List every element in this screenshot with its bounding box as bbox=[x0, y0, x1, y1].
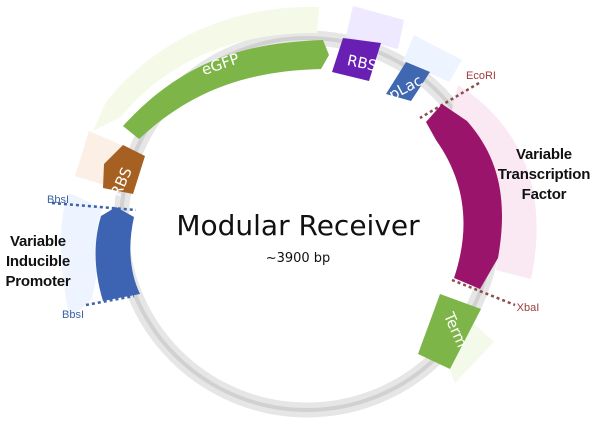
plasmid-size: ~3900 bp bbox=[266, 251, 331, 266]
bbs-top-label: BbsI bbox=[47, 194, 69, 206]
bbs-bottom-label: BbsI bbox=[62, 309, 84, 321]
promoter-feature bbox=[95, 207, 140, 301]
transcription-factor-feature bbox=[426, 104, 503, 289]
top-rbs-label: RBS bbox=[346, 51, 379, 75]
right-label-line-3: Factor bbox=[522, 186, 567, 203]
egfp-feature bbox=[123, 40, 329, 139]
left-label-line-3: Promoter bbox=[5, 273, 70, 290]
plac-highlight-band bbox=[403, 35, 462, 82]
top-rbs-highlight-band bbox=[346, 6, 404, 49]
bbs-bottom-cut-line bbox=[85, 294, 135, 307]
left-rbs-feature bbox=[103, 145, 145, 194]
left-label-line-2: Inducible bbox=[6, 253, 70, 270]
ecori-label: EcoRI bbox=[466, 70, 496, 82]
right-label-line-2: Transcription bbox=[498, 166, 590, 183]
promoter-highlight-band bbox=[61, 193, 102, 318]
xbai-cut-line bbox=[451, 278, 516, 307]
egfp-highlight-band bbox=[93, 6, 319, 131]
xbai-label: XbaI bbox=[517, 302, 540, 314]
term-feature bbox=[418, 294, 481, 369]
top-rbs-feature bbox=[332, 38, 381, 81]
bbs-top-cut-line bbox=[51, 201, 137, 212]
plasmid-title: Modular Receiver bbox=[176, 209, 420, 242]
left-label-line-1: Variable bbox=[10, 233, 66, 250]
right-label-line-1: Variable bbox=[516, 146, 572, 163]
plac-feature bbox=[386, 62, 430, 101]
